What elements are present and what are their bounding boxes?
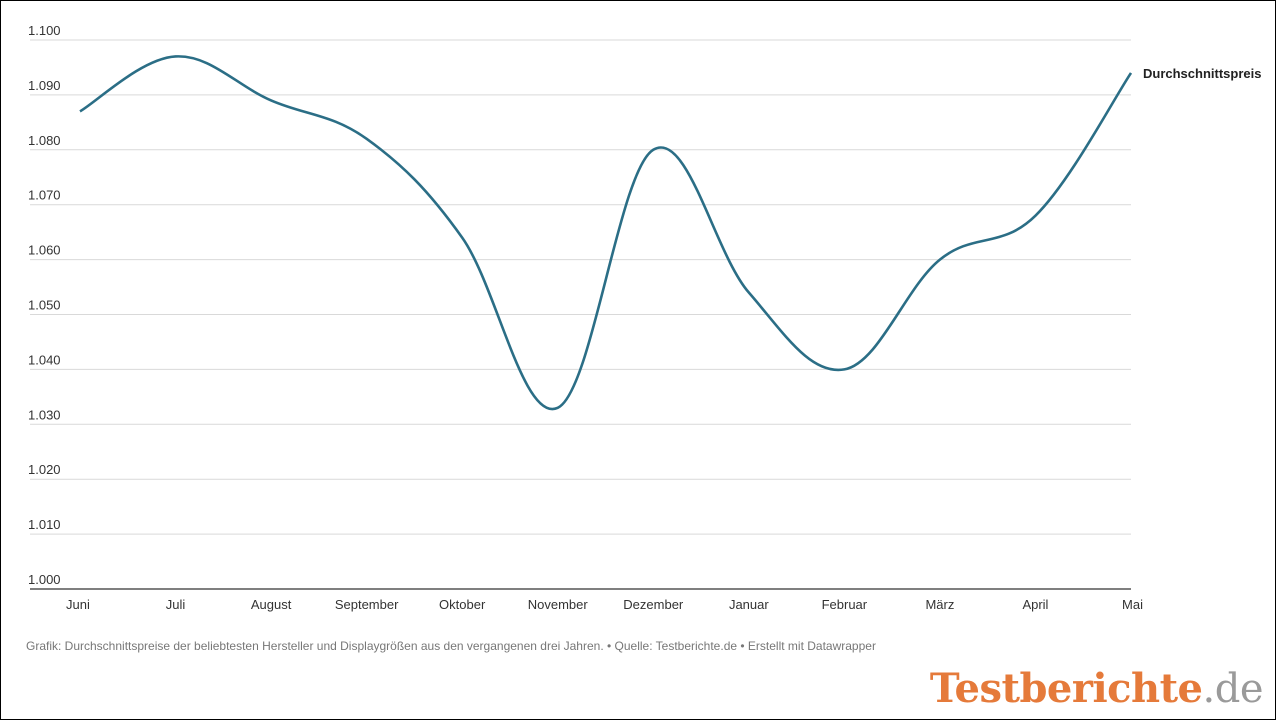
x-tick-label: August [251, 597, 292, 612]
y-tick-label: 1.080 [28, 133, 61, 148]
x-tick-label: Mai [1122, 597, 1143, 612]
testberichte-logo: Testberichte.de [929, 665, 1264, 712]
x-tick-label: September [335, 597, 399, 612]
series-line-durchschnittspreis [79, 55, 1133, 411]
chart-caption: Grafik: Durchschnittspreise der beliebte… [26, 639, 876, 653]
y-tick-label: 1.070 [28, 188, 61, 203]
line-chart: 1.000 1.010 1.020 1.030 1.040 1.050 1.060 1.070… [28, 23, 1261, 612]
y-tick-label: 1.060 [28, 243, 61, 258]
x-tick-label: Oktober [439, 597, 486, 612]
x-tick-label: März [925, 597, 954, 612]
series: Durchschnittspreis [79, 55, 1261, 411]
logo-brand: Testberichte [929, 665, 1203, 712]
logo-tld: .de [1202, 666, 1264, 712]
x-tick-label: Juni [66, 597, 90, 612]
y-tick-label: 1.040 [28, 352, 61, 367]
y-tick-label: 1.010 [28, 517, 61, 532]
x-tick-label: April [1022, 597, 1048, 612]
x-tick-label: Januar [729, 597, 769, 612]
x-tick-label: Februar [822, 597, 868, 612]
y-tick-label: 1.000 [28, 572, 61, 587]
y-tick-label: 1.020 [28, 462, 61, 477]
x-tick-label: November [528, 597, 589, 612]
x-tick-label: Dezember [623, 597, 684, 612]
grid [30, 39, 1131, 590]
x-tick-label: Juli [166, 597, 186, 612]
y-tick-label: 1.090 [28, 78, 61, 93]
y-axis-ticks: 1.000 1.010 1.020 1.030 1.040 1.050 1.060 1.070… [28, 23, 61, 587]
y-tick-label: 1.100 [28, 23, 61, 38]
x-axis-ticks: Juni Juli August September Oktober November De… [66, 597, 1143, 612]
series-label: Durchschnittspreis [1143, 66, 1261, 81]
y-tick-label: 1.050 [28, 298, 61, 313]
y-tick-label: 1.030 [28, 407, 61, 422]
